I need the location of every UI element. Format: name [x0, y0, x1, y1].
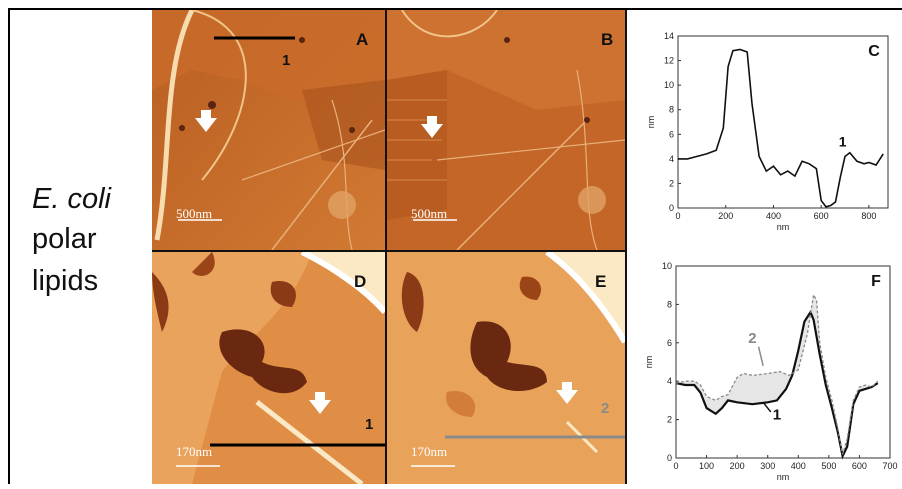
- x-tick-label: 500: [821, 461, 836, 471]
- x-tick-label: 0: [673, 461, 678, 471]
- panel-a-scalebar-label: 500nm: [176, 206, 213, 221]
- afm-image-b: B 500nm: [387, 10, 625, 250]
- y-tick-label: 12: [664, 56, 674, 66]
- row-label-species: E. coli: [32, 183, 111, 215]
- profile-annotation-1: 1: [773, 407, 781, 424]
- panel-d-scalebar-label: 170nm: [176, 444, 213, 459]
- panel-a-profile-number: 1: [282, 52, 291, 69]
- panel-d-profile-number: 1: [365, 416, 374, 433]
- x-tick-label: 600: [852, 461, 867, 471]
- x-tick-label: 700: [882, 461, 897, 471]
- x-tick-label: 300: [760, 461, 775, 471]
- y-tick-label: 8: [667, 299, 672, 309]
- profile-annotation-1: 1: [839, 134, 847, 150]
- series-line-1: [678, 48, 884, 208]
- y-tick-label: 10: [662, 261, 672, 271]
- panel-e-scalebar-label: 170nm: [411, 444, 448, 459]
- y-tick-label: 2: [669, 178, 674, 188]
- x-axis-label: nm: [777, 222, 790, 232]
- profile-annotation-2: 2: [748, 330, 756, 347]
- panel-e-profile-number: 2: [601, 400, 610, 417]
- y-tick-label: 10: [664, 80, 674, 90]
- row-label-line3: lipids: [32, 265, 99, 297]
- panel-e-letter: E: [595, 272, 607, 291]
- x-tick-label: 600: [814, 211, 829, 221]
- x-tick-label: 800: [861, 211, 876, 221]
- y-tick-label: 6: [667, 338, 672, 348]
- y-tick-label: 4: [667, 376, 672, 386]
- profile-chart-c: 0 2 4 6 8 10 12 14 0 200 400 600 800 nm nm C 1: [632, 12, 898, 250]
- row-label-cell: E. coli polar lipids: [10, 10, 152, 484]
- annotation-arrow-1: [762, 401, 772, 413]
- y-tick-label: 14: [664, 31, 674, 41]
- plot-divider: [625, 10, 627, 484]
- y-tick-label: 2: [667, 415, 672, 425]
- plot-frame: [677, 35, 889, 209]
- y-tick-label: 0: [669, 203, 674, 213]
- panel-divider-vertical: [385, 10, 387, 484]
- series-line-2: [675, 292, 879, 455]
- x-tick-label: 100: [699, 461, 714, 471]
- x-tick-label: 200: [718, 211, 733, 221]
- afm-image-e: E 2 170nm: [387, 252, 625, 484]
- profile-chart-f: 0 2 4 6 8 10 0 100 200 300 400 500 600 700 nm nm F 1 2: [632, 256, 898, 484]
- y-tick-label: 4: [669, 154, 674, 164]
- annotation-arrow-2: [757, 346, 764, 367]
- x-axis-label: nm: [777, 472, 790, 482]
- afm-image-a: A 1 500nm: [152, 10, 385, 250]
- panel-d-letter: D: [354, 272, 367, 291]
- x-tick-label: 400: [791, 461, 806, 471]
- left-border: [8, 8, 10, 484]
- panel-letter: F: [871, 273, 881, 290]
- afm-image-d: D 1 170nm: [152, 252, 385, 484]
- y-tick-label: 0: [667, 453, 672, 463]
- series-line-1: [675, 309, 879, 460]
- profile-chart-c-svg: 0 2 4 6 8 10 12 14 0 200 400 600 800 nm nm C 1: [646, 31, 889, 232]
- panel-b-scalebar-label: 500nm: [411, 206, 448, 221]
- panel-b-letter: B: [601, 30, 614, 49]
- x-tick-label: 200: [730, 461, 745, 471]
- panel-letter: C: [868, 43, 880, 60]
- x-tick-label: 400: [766, 211, 781, 221]
- y-axis-label: nm: [646, 116, 656, 129]
- y-tick-label: 6: [669, 129, 674, 139]
- y-tick-label: 8: [669, 105, 674, 115]
- top-border: [8, 8, 902, 10]
- panel-a-letter: A: [356, 30, 369, 49]
- plot-frame: [675, 265, 891, 459]
- row-label-line2: polar: [32, 223, 97, 255]
- y-axis-label: nm: [644, 356, 654, 369]
- x-tick-label: 0: [675, 211, 680, 221]
- panel-divider-horizontal: [152, 250, 627, 252]
- difference-fill: [676, 294, 878, 457]
